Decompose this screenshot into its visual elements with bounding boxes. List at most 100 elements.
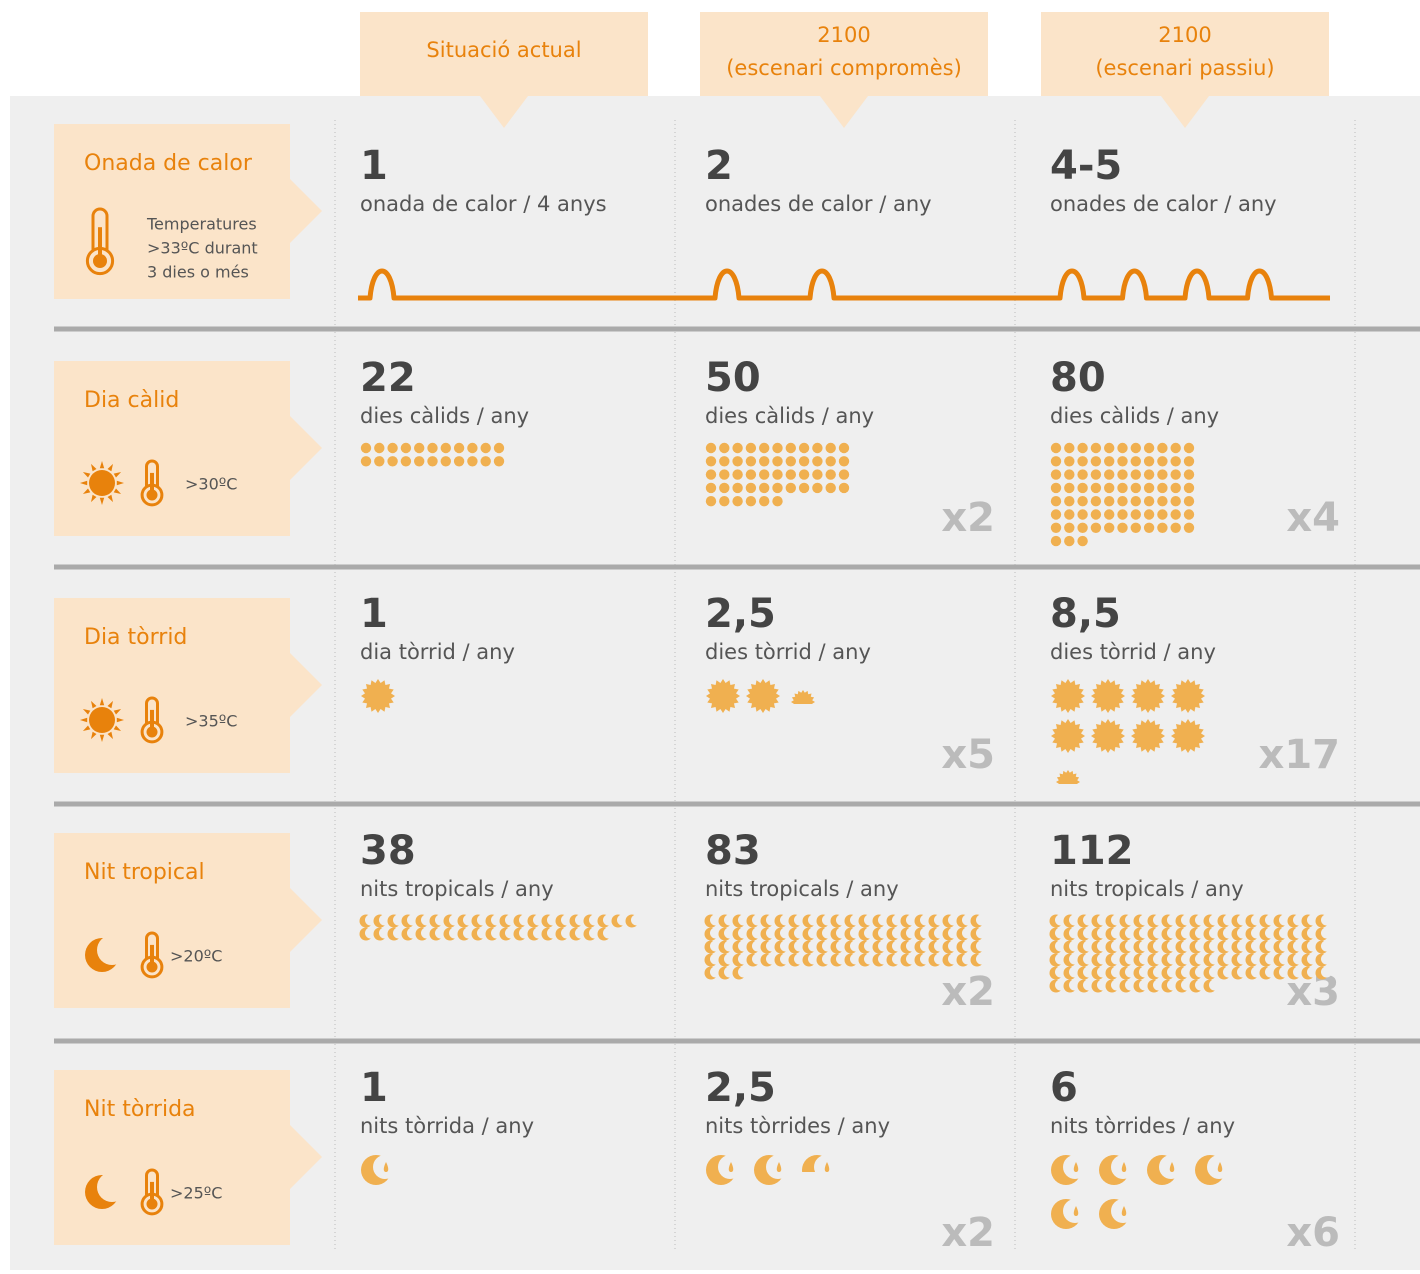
crescent-cut	[1195, 979, 1206, 991]
crescent-cut	[1055, 953, 1066, 965]
tropical-night	[625, 914, 642, 928]
tropical-night	[732, 914, 749, 928]
tropical-night	[788, 914, 805, 928]
tropical-night	[1273, 953, 1290, 967]
crescent-cut	[850, 927, 861, 939]
crescent-cut	[449, 927, 460, 939]
crescent-cut	[393, 927, 404, 939]
day-dot	[1050, 456, 1062, 467]
cell-unit: dies tòrrid / any	[1050, 640, 1216, 664]
crescent-cut	[962, 953, 973, 965]
row-label: Nit tropical	[84, 860, 205, 885]
crescent-cut	[603, 914, 614, 926]
day-dot	[1117, 482, 1128, 494]
day-dot	[1157, 509, 1168, 520]
tropical-night	[1077, 940, 1094, 954]
sun-core	[89, 470, 115, 496]
day-dot	[1077, 469, 1088, 480]
tropical-night	[816, 953, 833, 967]
day-dot	[812, 469, 823, 480]
crescent-cut	[976, 927, 987, 939]
day-dot	[772, 482, 783, 494]
day-dot	[1077, 496, 1088, 507]
crescent-cut	[463, 914, 474, 926]
tropical-night	[1259, 966, 1276, 980]
crescent-cut	[738, 953, 749, 965]
cell-value: 50	[705, 355, 761, 401]
crescent-cut	[892, 940, 903, 952]
crescent-cut	[463, 927, 474, 939]
day-dot	[772, 442, 783, 454]
tropical-night	[872, 914, 889, 928]
row-note: Temperatures	[146, 215, 257, 234]
tropical-night	[1273, 927, 1290, 941]
day-dot	[745, 496, 757, 507]
cell-unit: nits tropicals / any	[360, 877, 554, 901]
tropical-night	[928, 914, 945, 928]
tropical-night	[1259, 953, 1276, 967]
crescent-cut	[710, 914, 721, 926]
header-pointer	[480, 96, 528, 128]
thermo-column	[150, 709, 154, 732]
crescent-cut	[892, 914, 903, 926]
crescent-cut	[1293, 940, 1304, 952]
row-note: >25ºC	[170, 1184, 222, 1203]
tropical-night	[597, 927, 614, 941]
tropical-night	[443, 914, 460, 928]
tropical-night	[1105, 914, 1122, 928]
sun-ray	[82, 472, 91, 478]
crescent-cut	[379, 927, 390, 939]
crescent-cut	[477, 914, 488, 926]
day-dot	[1157, 469, 1168, 480]
torrid-night	[1099, 1155, 1135, 1185]
crescent-cut	[794, 940, 805, 952]
crescent-cut	[1209, 940, 1220, 952]
crescent-cut	[561, 927, 572, 939]
row-label-box	[54, 598, 290, 773]
crescent-cut	[1223, 966, 1234, 978]
tropical-night	[1175, 927, 1192, 941]
cell-unit: dies càlids / any	[705, 404, 874, 428]
crescent-cut	[1055, 966, 1066, 978]
header-text: (escenari compromès)	[726, 56, 962, 80]
crescent-cut	[1125, 914, 1136, 926]
crescent-cut	[1083, 953, 1094, 965]
header-tab	[700, 12, 988, 96]
crescent-cut	[892, 953, 903, 965]
crescent-cut	[752, 927, 763, 939]
tropical-night	[886, 940, 903, 954]
tropical-night	[1189, 940, 1206, 954]
crescent-cut	[547, 914, 558, 926]
crescent-cut	[1097, 940, 1108, 952]
drop	[1121, 1206, 1127, 1216]
tropical-night	[1063, 953, 1080, 967]
tropical-night	[1161, 966, 1178, 980]
crescent-cut	[1307, 953, 1318, 965]
crescent-cut	[1139, 927, 1150, 939]
tropical-night	[858, 914, 875, 928]
crescent-cut	[808, 953, 819, 965]
tropical-night	[732, 940, 749, 954]
cell-value: 1	[360, 1065, 388, 1111]
crescent-cut	[1069, 914, 1080, 926]
crescent-cut	[1209, 927, 1220, 939]
tropical-night	[956, 927, 973, 941]
tropical-night	[1105, 940, 1122, 954]
tropical-night	[1175, 940, 1192, 954]
cell-multiplier: x2	[941, 969, 995, 1015]
crescent-cut	[1055, 979, 1066, 991]
tropical-night	[802, 940, 819, 954]
tropical-night	[1161, 979, 1178, 993]
row-label: Dia càlid	[84, 388, 179, 413]
sun-ray	[82, 725, 91, 731]
tropical-night	[1217, 940, 1234, 954]
tropical-night	[1175, 914, 1192, 928]
day-dot	[1050, 482, 1062, 494]
tropical-night	[1077, 914, 1094, 928]
tropical-night	[527, 914, 544, 928]
crescent-cut	[1195, 914, 1206, 926]
tropical-night	[359, 914, 376, 928]
tropical-night	[457, 927, 474, 941]
day-dot	[427, 442, 438, 454]
tropical-night	[1119, 940, 1136, 954]
